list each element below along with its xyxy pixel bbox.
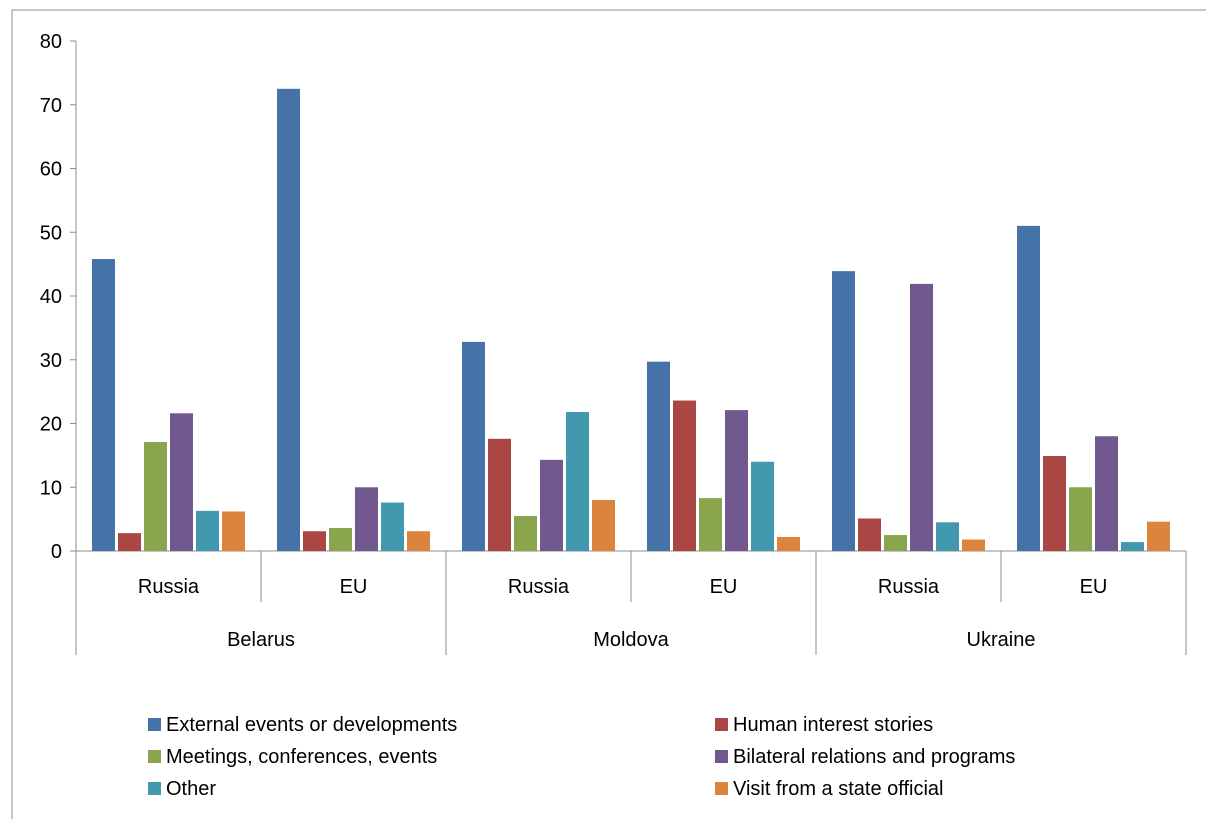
bar-human-interest-stories-3 bbox=[673, 400, 696, 551]
bar-meetings-conferences-events-5 bbox=[1069, 487, 1092, 551]
bar-human-interest-stories-5 bbox=[1043, 456, 1066, 551]
legend-swatch bbox=[715, 718, 728, 731]
bar-bilateral-relations-and-programs-2 bbox=[540, 459, 563, 551]
y-tick-label: 30 bbox=[40, 350, 62, 372]
bar-visit-from-a-state-official-3 bbox=[777, 536, 800, 551]
y-tick-label: 80 bbox=[40, 31, 62, 53]
bar-human-interest-stories-4 bbox=[858, 518, 881, 551]
bar-bilateral-relations-and-programs-1 bbox=[355, 487, 378, 551]
legend-label: Meetings, conferences, events bbox=[166, 746, 437, 768]
bar-bilateral-relations-and-programs-5 bbox=[1095, 436, 1118, 551]
category-label: EU bbox=[1080, 576, 1108, 598]
legend-swatch bbox=[148, 782, 161, 795]
legend-label: Other bbox=[166, 778, 216, 800]
y-tick-label: 70 bbox=[40, 95, 62, 117]
bar-meetings-conferences-events-0 bbox=[144, 441, 167, 551]
legend: External events or developments Human int… bbox=[148, 714, 1015, 800]
legend-label: Bilateral relations and programs bbox=[733, 746, 1015, 768]
x-axis-labels: Russia EU Russia EU Russia EU Belarus Moldova Uk… bbox=[75, 551, 1187, 655]
bar-other-5 bbox=[1121, 542, 1144, 551]
group-label: Moldova bbox=[593, 629, 669, 651]
legend-swatch bbox=[148, 718, 161, 731]
y-tick-label: 20 bbox=[40, 414, 62, 436]
legend-swatch bbox=[715, 782, 728, 795]
bar-bilateral-relations-and-programs-0 bbox=[170, 413, 193, 551]
bar-visit-from-a-state-official-0 bbox=[222, 511, 245, 551]
category-label: Russia bbox=[138, 576, 200, 598]
y-tick-label: 10 bbox=[40, 477, 62, 499]
bar-bilateral-relations-and-programs-3 bbox=[725, 410, 748, 551]
legend-swatch bbox=[715, 750, 728, 763]
bar-external-events-or-developments-1 bbox=[277, 88, 300, 551]
y-tick-label: 40 bbox=[40, 286, 62, 308]
bar-other-0 bbox=[196, 510, 219, 551]
category-label: Russia bbox=[878, 576, 940, 598]
legend-label: External events or developments bbox=[166, 714, 457, 736]
y-tick-label: 0 bbox=[51, 541, 62, 563]
bar-external-events-or-developments-3 bbox=[647, 361, 670, 551]
bar-visit-from-a-state-official-2 bbox=[592, 500, 615, 551]
category-label: Russia bbox=[508, 576, 570, 598]
category-label: EU bbox=[710, 576, 738, 598]
bar-external-events-or-developments-0 bbox=[92, 259, 115, 551]
bar-external-events-or-developments-4 bbox=[832, 271, 855, 551]
bar-bilateral-relations-and-programs-4 bbox=[910, 283, 933, 551]
chart-border bbox=[11, 9, 1206, 819]
bar-visit-from-a-state-official-5 bbox=[1147, 521, 1170, 551]
legend-label: Human interest stories bbox=[733, 714, 933, 736]
y-tick-label: 50 bbox=[40, 222, 62, 244]
bar-other-3 bbox=[751, 461, 774, 551]
bar-meetings-conferences-events-4 bbox=[884, 535, 907, 551]
bar-human-interest-stories-0 bbox=[118, 533, 141, 551]
bar-other-2 bbox=[566, 412, 589, 551]
bar-human-interest-stories-2 bbox=[488, 438, 511, 551]
bar-visit-from-a-state-official-4 bbox=[962, 539, 985, 551]
bars bbox=[92, 88, 1170, 551]
bar-other-1 bbox=[381, 502, 404, 551]
bar-other-4 bbox=[936, 522, 959, 551]
legend-swatch bbox=[148, 750, 161, 763]
bar-meetings-conferences-events-1 bbox=[329, 528, 352, 551]
bar-external-events-or-developments-5 bbox=[1017, 225, 1040, 551]
bar-human-interest-stories-1 bbox=[303, 531, 326, 551]
bar-external-events-or-developments-2 bbox=[462, 341, 485, 551]
bar-meetings-conferences-events-2 bbox=[514, 515, 537, 551]
bar-meetings-conferences-events-3 bbox=[699, 498, 722, 551]
group-label: Belarus bbox=[227, 629, 295, 651]
bar-visit-from-a-state-official-1 bbox=[407, 531, 430, 551]
group-label: Ukraine bbox=[967, 629, 1036, 651]
y-tick-label: 60 bbox=[40, 159, 62, 181]
category-label: EU bbox=[340, 576, 368, 598]
legend-label: Visit from a state official bbox=[733, 778, 943, 800]
